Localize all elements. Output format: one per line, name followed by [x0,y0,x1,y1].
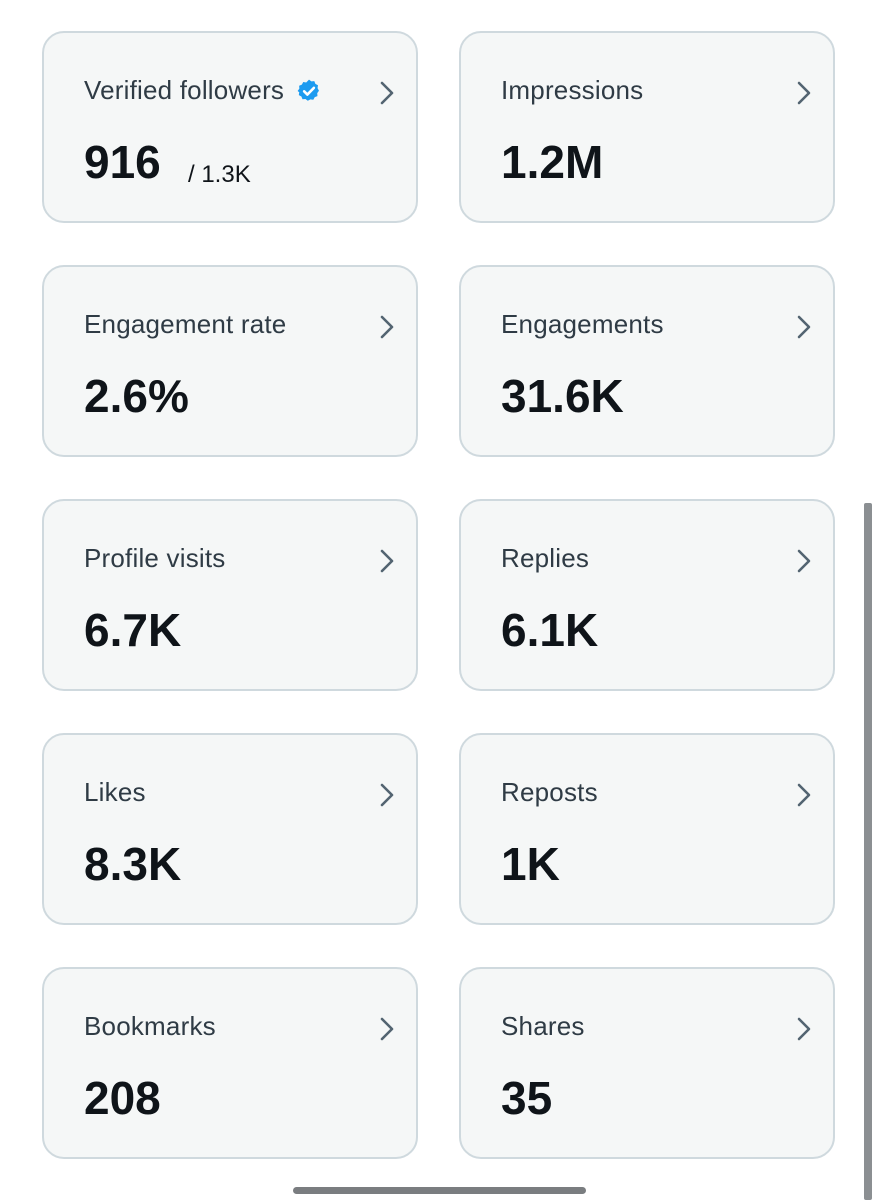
chevron-right-icon [797,549,811,573]
metric-label: Shares [501,1011,585,1041]
metric-total: / 1.3K [188,161,251,188]
metric-card-profile-visits[interactable]: Profile visits 6.7K [42,499,418,691]
chevron-right-icon [797,81,811,105]
metric-value: 1K [501,838,560,890]
metric-value: 31.6K [501,370,624,422]
metric-label: Engagements [501,309,664,339]
metric-value: 6.7K [84,604,182,656]
metric-card-bookmarks[interactable]: Bookmarks 208 [42,967,418,1159]
metric-card-engagement-rate[interactable]: Engagement rate 2.6% [42,265,418,457]
metric-value: 208 [84,1072,161,1124]
metric-label: Reposts [501,777,598,807]
metric-value: 1.2M [501,136,604,188]
metric-card-shares[interactable]: Shares 35 [459,967,835,1159]
metric-label: Bookmarks [84,1011,216,1041]
metric-value: 35 [501,1072,553,1124]
scrollbar[interactable] [864,503,872,1200]
chevron-right-icon [797,315,811,339]
metric-label: Replies [501,543,590,573]
metric-card-reposts[interactable]: Reposts 1K [459,733,835,925]
metric-value: 8.3K [84,838,182,890]
chevron-right-icon [380,783,394,807]
metric-label: Impressions [501,75,644,105]
chevron-right-icon [380,81,394,105]
metric-label: Verified followers [84,75,322,106]
chevron-right-icon [380,1017,394,1041]
verified-badge-icon [297,79,320,101]
metric-card-replies[interactable]: Replies 6.1K [459,499,835,691]
metric-value: 6.1K [501,604,599,656]
chevron-right-icon [797,783,811,807]
metric-card-impressions[interactable]: Impressions 1.2M [459,31,835,223]
metric-label: Profile visits [84,543,226,573]
metric-label: Likes [84,777,146,807]
chevron-right-icon [797,1017,811,1041]
chevron-right-icon [380,549,394,573]
metric-value: 916 [84,136,161,188]
home-indicator[interactable] [293,1187,586,1194]
metric-card-likes[interactable]: Likes 8.3K [42,733,418,925]
metric-label-text: Verified followers [84,75,285,105]
chevron-right-icon [380,315,394,339]
metric-card-verified-followers[interactable]: Verified followers 916 / 1.3K [42,31,418,223]
metric-value: 2.6% [84,370,189,422]
metric-card-engagements[interactable]: Engagements 31.6K [459,265,835,457]
metric-label: Engagement rate [84,309,287,339]
